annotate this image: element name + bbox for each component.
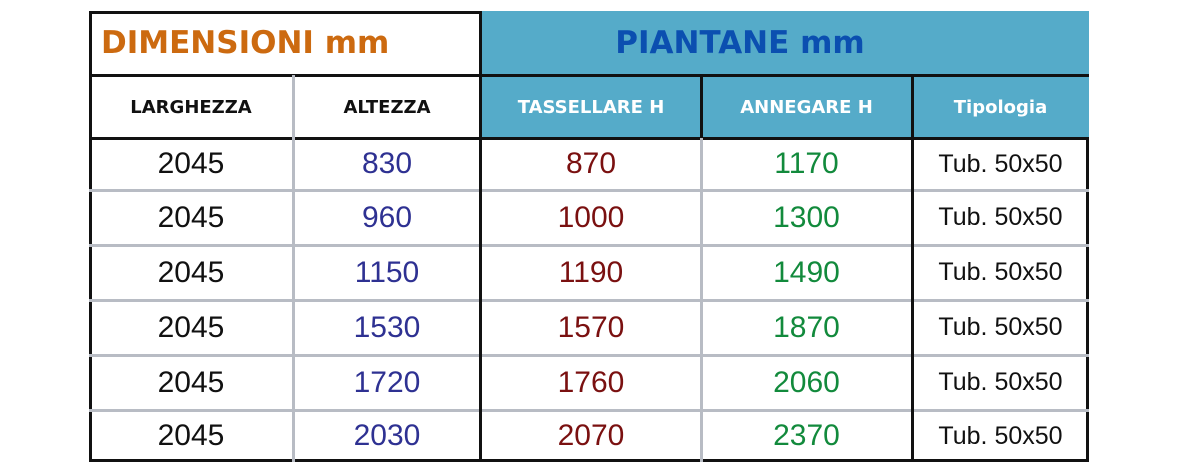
grid-line — [89, 74, 1089, 77]
table-cell: 1300 — [773, 200, 840, 234]
grid-line — [700, 138, 703, 462]
table-cell: Tub. 50x50 — [938, 421, 1063, 450]
grid-line — [479, 11, 482, 462]
table-cell: 2370 — [773, 419, 840, 452]
table-cell: 2045 — [157, 200, 225, 234]
table-cell: 1000 — [557, 200, 625, 234]
table-cell: 1530 — [353, 310, 421, 344]
column-header-2: TASSELLARE H — [517, 96, 665, 118]
table-cell: 2060 — [773, 365, 840, 399]
column-header-3: ANNEGARE H — [740, 96, 873, 118]
column-header-1: ALTEZZA — [343, 96, 431, 118]
piantane-title: PIANTANE mm — [615, 25, 865, 61]
table-cell: Tub. 50x50 — [938, 258, 1063, 286]
grid-line — [89, 354, 1089, 357]
table-cell: 2045 — [157, 419, 225, 452]
dimensioni-title: DIMENSIONI mm — [101, 25, 390, 61]
table-cell: Tub. 50x50 — [938, 149, 1063, 178]
grid-line — [89, 189, 1089, 192]
column-header-4: Tipologia — [953, 96, 1048, 118]
table-cell: 2045 — [157, 310, 225, 344]
table-cell: Tub. 50x50 — [938, 203, 1063, 231]
table-cell: Tub. 50x50 — [938, 368, 1063, 396]
table-cell: 1870 — [773, 310, 840, 344]
grid-line — [89, 409, 1089, 412]
table-cell: 2045 — [157, 147, 225, 180]
table-cell: 960 — [361, 200, 413, 234]
table-cell: 1760 — [557, 365, 625, 399]
grid-line — [700, 75, 703, 138]
table-cell: Tub. 50x50 — [938, 313, 1063, 341]
table-cell: 1490 — [773, 255, 840, 289]
table-cell: 870 — [565, 147, 617, 180]
table-cell: 1720 — [353, 365, 421, 399]
table-cell: 1190 — [558, 255, 624, 289]
grid-line — [292, 75, 295, 462]
grid-line — [89, 299, 1089, 302]
grid-line — [89, 137, 1089, 140]
table-cell: 830 — [361, 147, 413, 180]
grid-line — [911, 75, 914, 462]
grid-line — [89, 244, 1089, 247]
column-header-0: LARGHEZZA — [130, 96, 252, 118]
table-cell: 2045 — [157, 365, 225, 399]
table-cell: 1170 — [774, 147, 839, 180]
table-cell: 1150 — [354, 255, 420, 289]
table-cell: 2070 — [557, 419, 625, 452]
table-cell: 2030 — [353, 419, 421, 452]
table-cell: 1570 — [557, 310, 625, 344]
table-cell: 2045 — [157, 255, 225, 289]
